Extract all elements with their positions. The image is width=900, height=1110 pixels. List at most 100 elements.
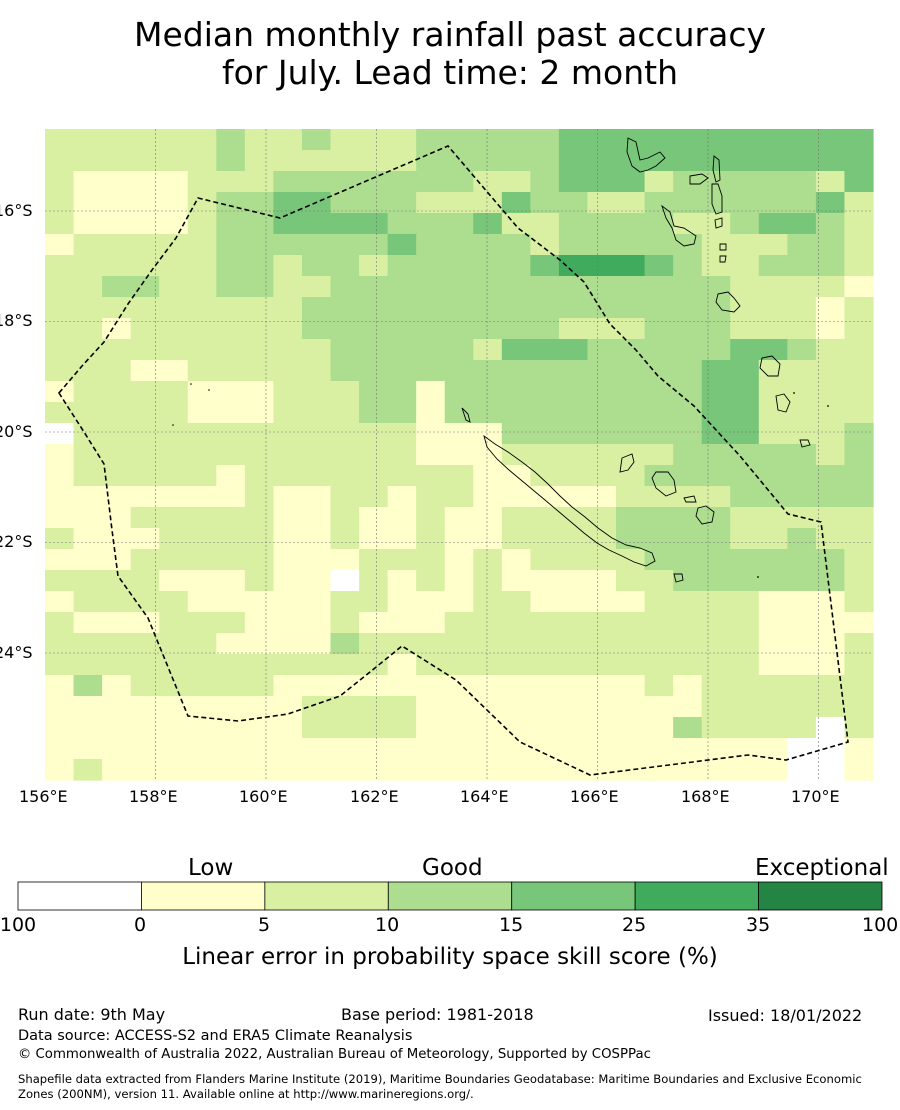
grid-cell	[444, 171, 474, 193]
grid-cell	[444, 297, 474, 319]
grid-cell	[444, 675, 474, 697]
grid-cell	[558, 381, 589, 403]
grid-cell	[701, 360, 731, 382]
grid-cell	[644, 171, 674, 193]
grid-cell	[473, 297, 503, 319]
grid-cell	[130, 276, 160, 298]
grid-cell	[730, 549, 760, 571]
grid-cell	[416, 129, 446, 151]
grid-cell	[159, 486, 189, 508]
grid-cell	[701, 507, 731, 529]
grid-cell	[45, 171, 75, 193]
grid-cell	[558, 213, 589, 235]
grid-cell	[216, 633, 246, 655]
grid-cell	[758, 549, 788, 571]
grid-cell	[844, 675, 874, 697]
grid-cell	[301, 297, 332, 319]
grid-cell	[616, 171, 646, 193]
grid-cell	[444, 759, 474, 781]
grid-cell	[301, 486, 332, 508]
grid-cell	[758, 339, 788, 361]
grid-cell	[587, 297, 617, 319]
grid-cell	[787, 591, 817, 613]
grid-cell	[473, 381, 503, 403]
grid-cell	[301, 129, 332, 151]
grid-cell	[416, 528, 446, 550]
grid-cell	[473, 234, 503, 256]
grid-cell	[301, 591, 332, 613]
grid-cell	[130, 738, 160, 760]
grid-cell	[530, 276, 560, 298]
grid-cell	[473, 738, 503, 760]
grid-cell	[130, 360, 160, 382]
grid-cell	[216, 297, 246, 319]
grid-cell	[45, 549, 75, 571]
grid-cell	[701, 654, 731, 676]
grid-cell	[45, 213, 75, 235]
island-lifou	[695, 505, 715, 525]
grid-cell	[501, 612, 531, 634]
grid-cell	[787, 633, 817, 655]
grid-cell	[758, 318, 788, 340]
grid-cell	[187, 213, 217, 235]
grid-cell	[673, 150, 703, 172]
grid-cell	[444, 129, 474, 151]
grid-cell	[530, 465, 560, 487]
grid-cell	[530, 402, 560, 424]
grid-cell	[616, 297, 646, 319]
grid-cell	[73, 402, 103, 424]
grid-cell	[45, 339, 75, 361]
small-island-dots	[172, 383, 829, 578]
grid-cell	[644, 402, 674, 424]
grid-cell	[187, 633, 217, 655]
grid-cell	[301, 360, 332, 382]
grid-cell	[844, 444, 874, 466]
grid-cell	[45, 318, 75, 340]
grid-cell	[73, 213, 103, 235]
grid-cell	[530, 633, 560, 655]
grid-cell	[216, 675, 246, 697]
grid-cell	[45, 528, 75, 550]
grid-cell	[273, 633, 303, 655]
grid-cell	[273, 570, 303, 592]
grid-cell	[102, 528, 132, 550]
grid-cell	[359, 465, 389, 487]
grid-cell	[558, 591, 589, 613]
grid-cell	[701, 696, 731, 718]
grid-cell	[815, 759, 846, 781]
grid-cell	[444, 549, 474, 571]
grid-cell	[844, 192, 874, 214]
grid-cell	[187, 360, 217, 382]
grid-cell	[587, 738, 617, 760]
grid-cell	[359, 612, 389, 634]
grid-cell	[159, 255, 189, 277]
grid-cell	[587, 486, 617, 508]
grid-cell	[844, 339, 874, 361]
grid-cell	[73, 360, 103, 382]
grid-cell	[644, 297, 674, 319]
grid-cell	[273, 318, 303, 340]
grid-cell	[815, 444, 846, 466]
grid-cell	[730, 402, 760, 424]
grid-cell	[815, 339, 846, 361]
grid-cell	[587, 171, 617, 193]
grid-cell	[530, 381, 560, 403]
grid-cell	[844, 255, 874, 277]
grid-cell	[673, 297, 703, 319]
grid-cell	[244, 276, 275, 298]
legend-low-label: Low	[188, 855, 234, 881]
grid-cell	[187, 402, 217, 424]
grid-cell	[644, 654, 674, 676]
grid-cell	[45, 486, 75, 508]
grid-cell	[159, 129, 189, 151]
grid-cell	[416, 738, 446, 760]
grid-cell	[730, 171, 760, 193]
grid-cell	[501, 381, 531, 403]
grid-cell	[758, 570, 788, 592]
grid-cell	[701, 213, 731, 235]
grid-cell	[530, 486, 560, 508]
grid-cell	[330, 192, 360, 214]
grid-cell	[644, 129, 674, 151]
lon-label: 156°E	[19, 787, 68, 806]
grid-cell	[501, 423, 531, 445]
